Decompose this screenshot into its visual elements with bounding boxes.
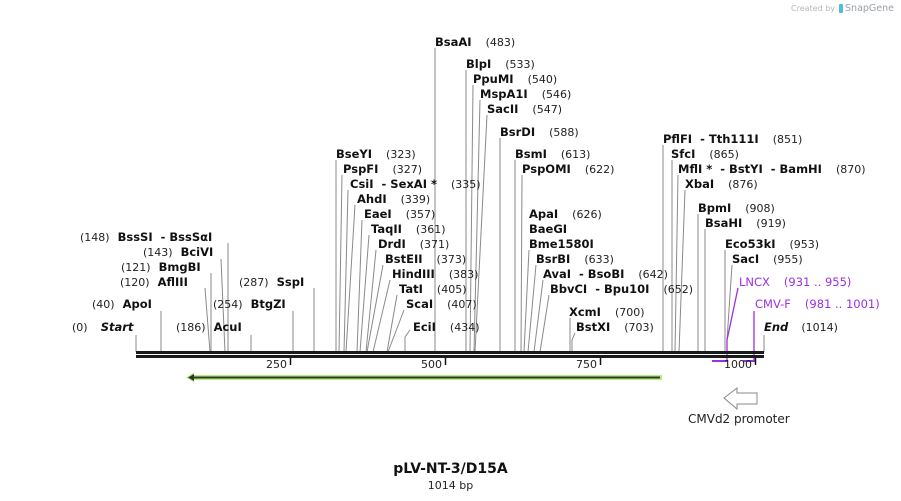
site-tati[interactable]: TatI (405) (399, 282, 467, 296)
site-bsaai[interactable]: BsaAI (483) (435, 35, 515, 49)
tick-label-500: 500 (421, 358, 442, 371)
feature-cmvd2-promoter[interactable] (186, 372, 662, 383)
site-bsrdi[interactable]: BsrDI (588) (500, 125, 579, 139)
site-ecii[interactable]: EciI (434) (413, 320, 480, 334)
site-apoi[interactable]: (40) ApoI (92, 297, 152, 311)
map-title: pLV-NT-3/D15A (393, 461, 508, 477)
primer-lines (712, 287, 755, 362)
site-drdi[interactable]: DrdI (371) (378, 237, 449, 251)
credit-prefix: Created by (791, 4, 836, 13)
tick-label-1000: 1000 (724, 358, 752, 371)
site-bsahi[interactable]: BsaHI (919) (705, 216, 786, 230)
feature-label-cmvd2-promoter: CMVd2 promoter (688, 412, 790, 426)
start-label: (0) Start (72, 316, 134, 335)
site-avai-bsobi[interactable]: AvaI - BsoBI (642) (543, 267, 668, 281)
primer-cmv-f[interactable]: CMV-F (981 .. 1001) (755, 297, 880, 311)
site-bcivi[interactable]: (143) BciVI (143, 245, 213, 259)
site-ahdi[interactable]: AhdI (339) (357, 192, 430, 206)
site-bme1580i[interactable]: Bme1580I (529, 237, 594, 251)
site-mfli-bstyi-bamhi[interactable]: MflI * - BstYI - BamHI (870) (678, 162, 866, 176)
site-saci[interactable]: SacI (955) (732, 252, 803, 266)
site-bsmi[interactable]: BsmI (613) (515, 147, 590, 161)
site-xbai[interactable]: XbaI (876) (685, 177, 758, 191)
dna-backbone[interactable] (136, 351, 764, 358)
site-bsteii[interactable]: BstEII (373) (385, 252, 466, 266)
map-length: 1014 bp (427, 479, 474, 492)
site-bmgbi[interactable]: (121) BmgBI (121, 260, 201, 274)
primer-lncx[interactable]: LNCX (931 .. 955) (739, 275, 851, 289)
site-blpi[interactable]: BlpI (533) (466, 57, 535, 71)
site-bbvci-bpu10i[interactable]: BbvCI - Bpu10I (652) (550, 282, 693, 296)
site-bpmi[interactable]: BpmI (908) (698, 201, 775, 215)
site-csii-sexai[interactable]: CsiI - SexAI * (335) (350, 177, 481, 191)
site-btgzi[interactable]: (254) BtgZI (213, 297, 286, 311)
end-label: End (1014) (764, 316, 838, 335)
tick-label-250: 250 (266, 358, 287, 371)
tick-label-750: 750 (576, 358, 597, 371)
site-taqii[interactable]: TaqII (361) (371, 222, 446, 236)
site-mspa1i[interactable]: MspA1I (546) (480, 87, 571, 101)
site-sfci[interactable]: SfcI (865) (671, 147, 739, 161)
site-afliii[interactable]: (120) AflIII (120, 275, 188, 289)
site-eco53ki[interactable]: Eco53kI (953) (725, 237, 819, 251)
site-bseyi[interactable]: BseYI (323) (336, 147, 416, 161)
site-bsrbi[interactable]: BsrBI (633) (536, 252, 614, 266)
ruler-ticks (289, 358, 757, 365)
site-pspomi[interactable]: PspOMI (622) (522, 162, 614, 176)
site-bsssi[interactable]: (148) BssSI - BssSαI (80, 230, 212, 244)
snapgene-logo-icon (839, 4, 844, 13)
site-eaei[interactable]: EaeI (357) (364, 207, 435, 221)
site-sacii[interactable]: SacII (547) (487, 102, 562, 116)
site-baegi[interactable]: BaeGI (529, 222, 567, 236)
site-bstxi[interactable]: BstXI (703) (576, 320, 654, 334)
credit-brand: SnapGene (845, 3, 894, 14)
site-scai[interactable]: ScaI (407) (406, 297, 477, 311)
site-pflfi-tth111i[interactable]: PflFI - Tth111I (851) (663, 132, 802, 146)
site-apai[interactable]: ApaI (626) (529, 207, 602, 221)
site-sspi[interactable]: (287) SspI (239, 275, 304, 289)
site-acui[interactable]: (186) AcuI (176, 320, 242, 334)
snapgene-credit: Created by SnapGene (791, 3, 894, 14)
promoter-legend-arrow-icon (723, 386, 758, 411)
site-xcmi[interactable]: XcmI (700) (569, 305, 645, 319)
site-hindiii[interactable]: HindIII (383) (392, 267, 478, 281)
site-pspfi[interactable]: PspFI (327) (343, 162, 422, 176)
leader-lines (135, 48, 765, 353)
site-ppumi[interactable]: PpuMI (540) (473, 72, 557, 86)
